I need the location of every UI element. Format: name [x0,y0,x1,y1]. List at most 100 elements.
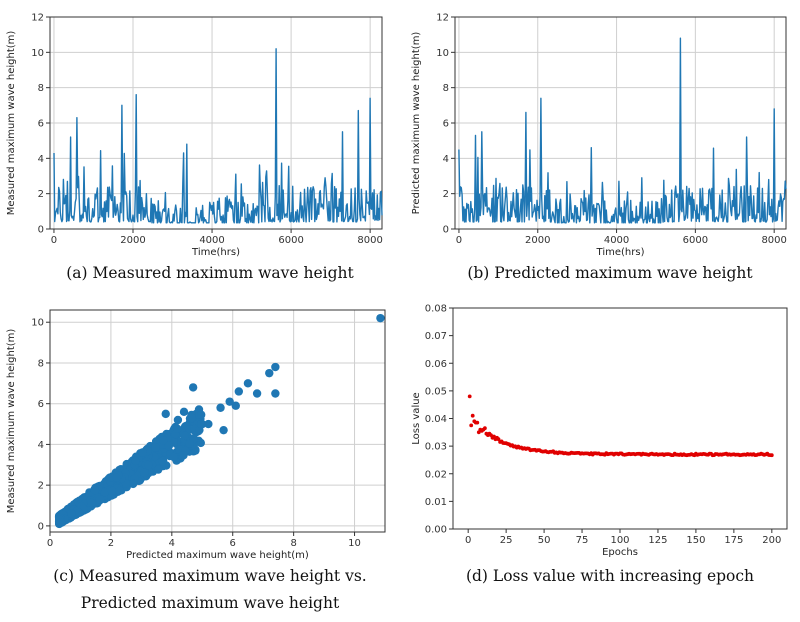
caption-c-line2: Predicted maximum wave height [80,594,340,612]
y-tick-label: 0.01 [425,497,447,508]
scatter-point [87,498,96,508]
scatter-point [90,486,100,495]
scatter-outlier [225,397,234,406]
scatter-outlier [231,401,240,410]
scatter-outlier [252,389,262,398]
y-tick-label: 4 [38,440,44,451]
x-tick-label: 0 [47,538,53,549]
scatter-point [158,456,167,466]
loss-points [467,394,774,458]
y-tick-label: 2 [443,189,449,200]
scatter-outlier [271,362,280,372]
loss-point [475,420,480,425]
scatter-outlier [234,387,244,396]
x-axis-label: Predicted maximum wave height(m) [126,550,309,561]
series-line [53,48,383,224]
x-tick-label: 4000 [199,235,224,246]
loss-point [469,423,474,428]
scatter-point [57,518,66,527]
y-tick-label: 6 [443,119,449,130]
x-tick-label: 4000 [604,235,629,246]
series-line [458,37,787,224]
scatter-outlier [173,415,183,425]
scatter-point [144,460,153,470]
scatter-point [100,488,110,497]
scatter-point [115,486,125,495]
x-tick-label: 2000 [120,235,145,246]
y-tick-label: 0 [38,521,44,532]
x-tick-label: 0 [456,235,462,246]
y-tick-label: 12 [436,13,449,24]
scatter-point [159,436,168,445]
chart-measured-vs-predicted: 0 2 4 6 8 10 0 2 4 6 8 10 Predicted maximum wave hei… [6,309,386,561]
y-tick-label: 0.04 [425,414,447,425]
scatter-point [128,479,138,489]
scatter-point [112,473,121,482]
y-tick-label: 0.08 [425,304,447,315]
y-tick-label: 2 [38,481,44,492]
x-tick-label: 6000 [683,235,708,246]
x-axis-label: Time(hrs) [191,247,240,258]
y-tick-label: 0 [443,225,449,236]
scatter-point [197,419,206,429]
x-tick-label: 10 [348,538,361,549]
scatter-outlier [265,368,274,378]
scatter-point [173,424,182,433]
chart-predicted-wave-height: 0 2000 4000 6000 8000 0 2 4 6 8 10 12 Time(hrs) Predi… [411,13,787,259]
x-tick-label: 175 [724,535,743,546]
loss-point [496,437,501,442]
x-tick-label: 2 [108,538,114,549]
scatter-point [154,465,163,474]
y-tick-label: 6 [38,119,44,130]
x-tick-label: 50 [538,535,551,546]
scatter-outlier [376,313,385,323]
loss-point [483,426,487,431]
x-axis-label: Time(hrs) [596,247,645,258]
scatter-outlier [219,425,228,435]
y-tick-label: 0.06 [425,359,447,370]
y-tick-label: 10 [31,48,44,59]
scatter-point [131,456,140,466]
scatter-point [196,438,205,448]
x-tick-label: 0 [51,235,57,246]
y-tick-label: 0.03 [425,442,447,453]
y-tick-label: 4 [443,154,449,165]
chart-measured-wave-height: 0 2000 4000 6000 8000 0 2 4 6 8 10 12 Time(hrs) Measu… [6,13,383,259]
caption-a: (a) Measured maximum wave height [66,264,354,282]
scatter-point [169,452,178,462]
scatter-outlier [271,389,280,398]
y-tick-label: 0.07 [425,331,447,342]
scatter-point [185,439,195,448]
y-tick-label: 0 [38,225,44,236]
y-tick-label: 2 [38,189,44,200]
loss-point [769,453,774,458]
scatter-outlier [243,379,253,388]
scatter-point [95,495,105,504]
x-tick-label: 200 [762,535,781,546]
y-axis-label: Measured maximum wave height(m) [6,329,17,514]
y-tick-label: 8 [443,83,449,94]
x-tick-label: 6 [230,538,236,549]
y-tick-label: 10 [436,48,449,59]
scatter-point [179,451,188,460]
y-axis-label: Loss value [411,392,422,444]
x-tick-label: 8 [290,538,296,549]
scatter-point [187,413,196,423]
x-tick-label: 75 [576,535,589,546]
chart-loss-value: 0 25 50 75 100 125 150 175 200 0.00 0.01 0.02 0.03 0.… [411,304,788,558]
caption-d: (d) Loss value with increasing epoch [465,567,755,585]
scatter-outlier [216,403,225,412]
caption-b: (b) Predicted maximum wave height [467,264,753,282]
y-tick-label: 8 [38,358,44,369]
y-tick-label: 0.00 [425,525,447,536]
x-tick-label: 25 [500,535,513,546]
x-axis-label: Epochs [602,547,638,558]
scatter-outlier [188,383,198,392]
scatter-point [67,509,76,518]
scatter-point [180,431,189,440]
scatter-outlier [161,409,170,419]
x-tick-label: 8000 [357,235,382,246]
scatter-point [150,452,159,462]
scatter-point [140,468,149,477]
x-tick-label: 125 [648,535,667,546]
